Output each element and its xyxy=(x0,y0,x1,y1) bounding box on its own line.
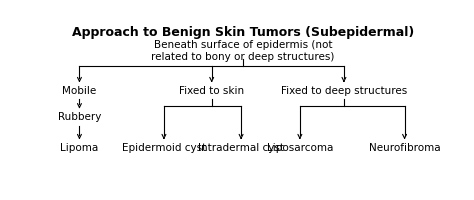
Text: Lipoma: Lipoma xyxy=(60,143,99,153)
Text: Liposarcoma: Liposarcoma xyxy=(267,143,333,153)
Text: Mobile: Mobile xyxy=(62,86,97,96)
Text: Fixed to skin: Fixed to skin xyxy=(179,86,244,96)
Text: Neurofibroma: Neurofibroma xyxy=(369,143,440,153)
Text: Fixed to deep structures: Fixed to deep structures xyxy=(281,86,407,96)
Text: Epidermoid cyst: Epidermoid cyst xyxy=(122,143,206,153)
Text: Beneath surface of epidermis (not
related to bony or deep structures): Beneath surface of epidermis (not relate… xyxy=(151,40,335,62)
Text: Approach to Benign Skin Tumors (Subepidermal): Approach to Benign Skin Tumors (Subepide… xyxy=(72,26,414,39)
Text: Intradermal cyst: Intradermal cyst xyxy=(198,143,284,153)
Text: Rubbery: Rubbery xyxy=(58,112,101,122)
